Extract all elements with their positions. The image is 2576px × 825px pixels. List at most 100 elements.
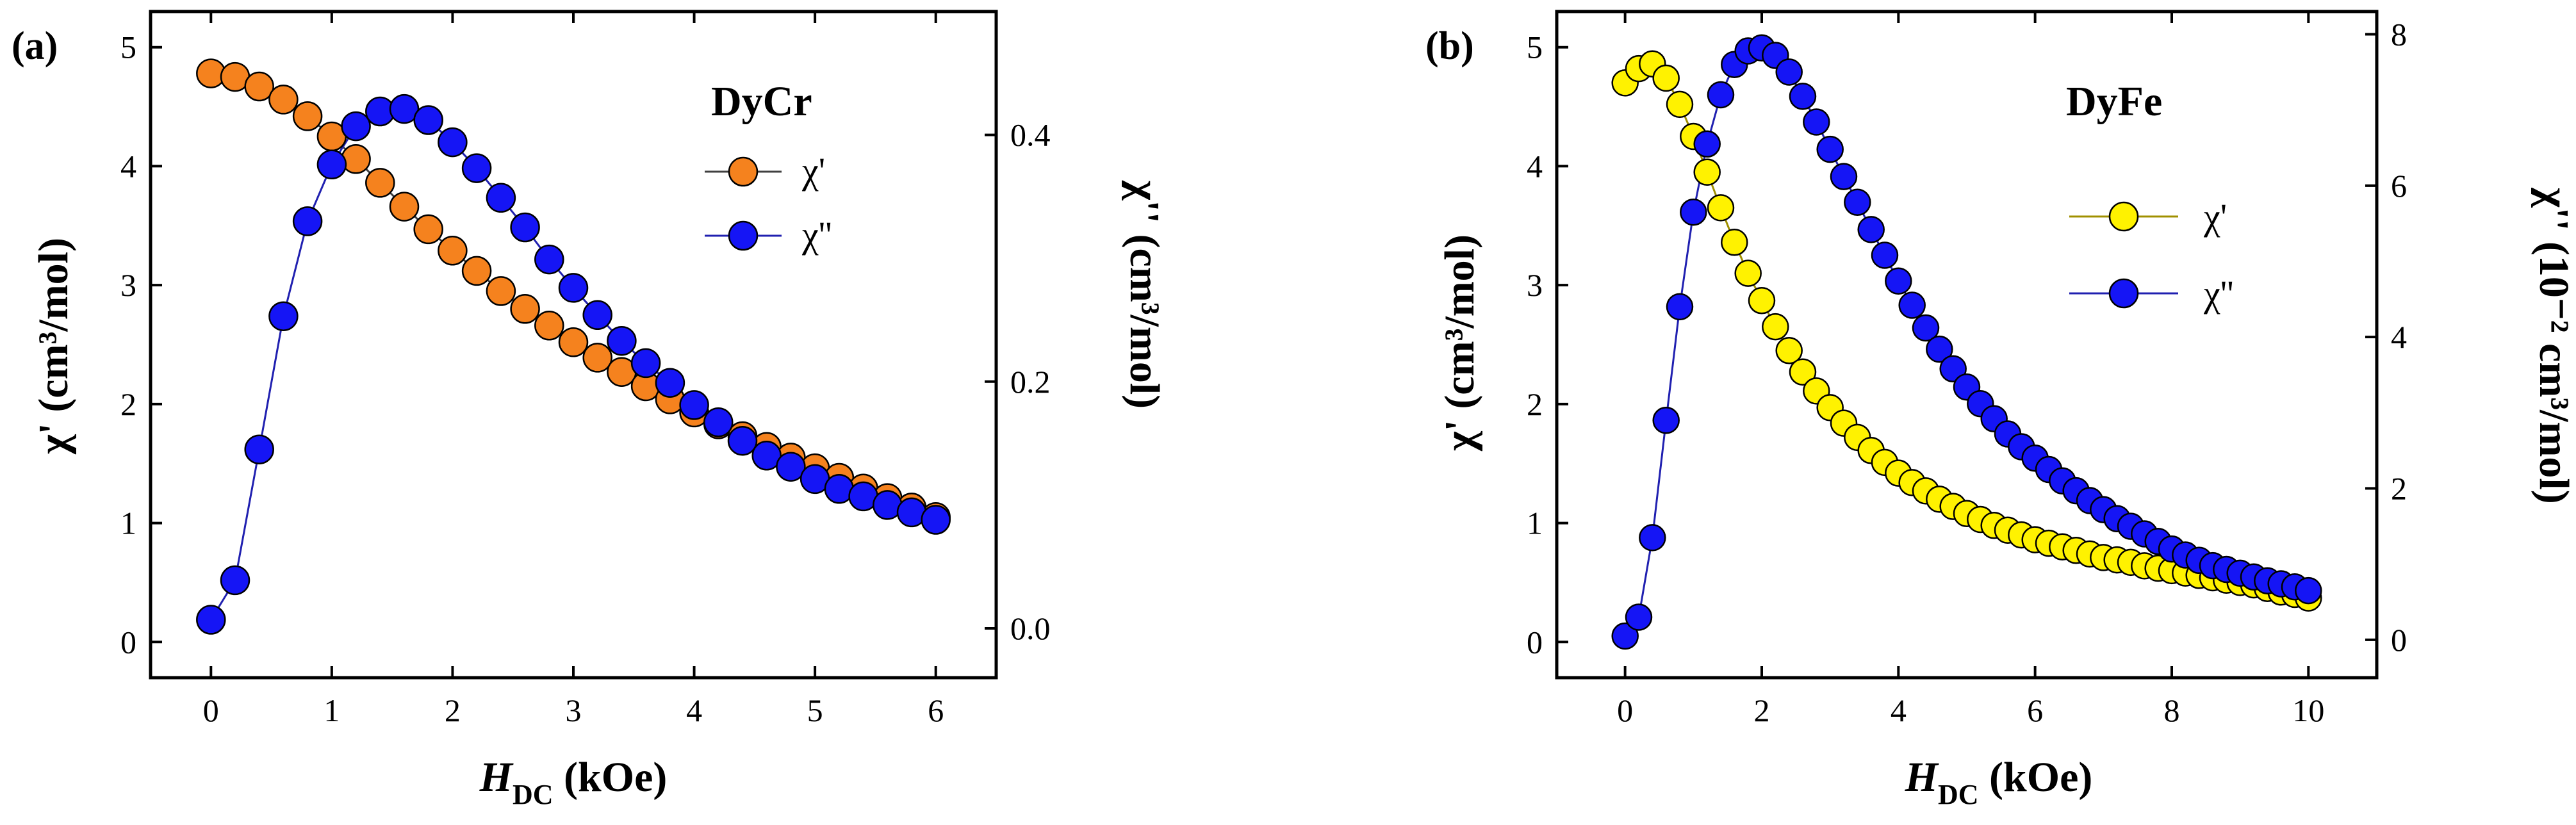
panel-b-series-2-point (1775, 58, 1803, 86)
panel-a-series-2-point (679, 390, 709, 420)
panel-b-series-1-point (1721, 229, 1748, 256)
panel-a-series-1-point (461, 256, 492, 286)
panel-a-series-2-point (534, 244, 564, 275)
panel-a-ytick-left-label: 3 (120, 267, 136, 303)
panel-a-series-1-point (486, 276, 516, 306)
panel-b-ytick-right-label: 0 (2391, 622, 2407, 658)
panel-b-ytick-left-label: 3 (1527, 267, 1543, 303)
panel-a-xtick-label: 2 (445, 692, 461, 728)
panel-b-ytick-right-label: 4 (2391, 319, 2407, 355)
panel-b-series-1-point (1707, 194, 1735, 222)
panel-a-ytick-left-label: 1 (120, 505, 136, 541)
panel-a-xlabel: HDC (kOe) (479, 754, 668, 810)
panel-a-label: (a) (12, 24, 58, 68)
panel-a-series-2-point (510, 212, 540, 243)
panel-b-series-1-point (1762, 313, 1789, 341)
panel-b-legend-chi1-marker (2108, 201, 2139, 232)
panel-a-series-2-point (389, 94, 420, 124)
panel-a-series-2-point (413, 105, 443, 135)
panel-b-ytick-left-label: 0 (1527, 624, 1543, 660)
panel-b-series-1-point (1789, 358, 1817, 386)
panel-a-series-1-point (268, 85, 299, 115)
panel-a-series-2-point (776, 452, 806, 482)
panel-a-xlabel-var: H (479, 754, 514, 801)
panel-a-series-1-point (365, 168, 395, 198)
panel-a-series-2-point (582, 300, 612, 331)
panel-a-series-1-point (558, 327, 589, 357)
panel-a-xtick-label: 1 (324, 692, 340, 728)
panel-a-ytick-left-label: 2 (120, 386, 136, 422)
panel-b-series-2-line (1624, 47, 2309, 637)
panel-b-xlabel-unit: (kOe) (1979, 754, 2093, 801)
panel-b-legend-chi2-label: χ'' (2203, 273, 2234, 314)
panel-a-xtick-label: 3 (566, 692, 582, 728)
panel-a-series-2-point (461, 153, 492, 183)
panel-b-ytick-left-label: 4 (1527, 148, 1543, 184)
panel-a-series-2-point (438, 127, 468, 158)
panel-b-xlabel-var: H (1905, 754, 1940, 801)
panel-b-series-2-point (1926, 335, 1953, 363)
panel-b-right-ylabel: χ'' (10⁻² cm³/mol) (2531, 187, 2576, 503)
panel-a-legend-chi2-label: χ'' (801, 214, 832, 256)
panel-a-xtick-label: 5 (807, 692, 823, 728)
panel-b-series-1-point (1775, 337, 1803, 364)
panel-b-xlabel: HDC (kOe) (1905, 754, 2093, 810)
panel-b-xtick-label: 0 (1617, 692, 1633, 728)
panel-b-left-ylabel: χ' (cm³/mol) (1436, 234, 1483, 452)
panel-b-legend-chi2-marker (2108, 278, 2139, 309)
panel-b: (b) χ' (cm³/mol) χ'' (10⁻² cm³/mol) HDC … (1425, 10, 2576, 810)
panel-a-ytick-left-label: 5 (120, 29, 136, 65)
panel-a-xlabel-unit: (kOe) (554, 754, 668, 801)
panel-a-series-2-point (751, 441, 782, 471)
panel-b-legend-chi1-label: χ' (2203, 196, 2227, 238)
panel-a-series-2-point (558, 273, 589, 303)
panel-a-series-2-point (630, 348, 661, 379)
panel-a-left-ylabel: χ' (cm³/mol) (30, 238, 77, 455)
panel-b-series-2-point (1939, 355, 1967, 383)
panel-b-series-1-point (1748, 287, 1776, 314)
panel-b-series-2-point (1871, 241, 1899, 269)
panel-a-series-2-point (220, 565, 250, 596)
panel-a-series-1-point (389, 192, 420, 222)
panel-b-ytick-right-label: 8 (2391, 16, 2407, 52)
panel-b-xtick-label: 2 (1754, 692, 1770, 728)
panel-a-series-2-point (486, 183, 516, 213)
panel-b-series-2-point (1639, 524, 1666, 551)
panel-b-series-2-point (1680, 198, 1707, 226)
panel-a-xlabel-sub: DC (513, 779, 554, 810)
panel-a-legend-chi1-label: χ' (801, 150, 825, 192)
panel-a-xtick-label: 0 (203, 692, 219, 728)
panel-a-xtick-label: 6 (928, 692, 944, 728)
panel-b-series-2-point (1844, 188, 1871, 216)
panel-a-xtick-label: 4 (686, 692, 702, 728)
panel-b-xlabel-sub: DC (1938, 779, 1979, 810)
panel-a-series-1-point (413, 214, 443, 245)
panel-b-series-2-point (1693, 130, 1721, 158)
panel-a-series-2-point (196, 605, 226, 635)
panel-b-series-2-point (1625, 603, 1653, 631)
panel-b-series-2-point (1707, 81, 1735, 109)
panel-a-series-2-point (268, 301, 299, 331)
panel-a-series-2-line (210, 108, 937, 621)
panel-a-series-2-point (655, 368, 685, 398)
panel-b-xtick-label: 6 (2027, 692, 2043, 728)
panel-b-ytick-right-label: 6 (2391, 168, 2407, 204)
panel-a-series-2-point (607, 325, 637, 356)
panel-b-xtick-label: 4 (1891, 692, 1907, 728)
panel-b-series-2-point (1666, 293, 1694, 321)
panel-a-series-2-point (703, 407, 734, 437)
panel-b-series-2-point (1857, 216, 1885, 243)
panel-a-series-1-point (341, 144, 371, 174)
panel-b-ytick-right-label: 2 (2391, 471, 2407, 507)
panel-b-series-1-point (1652, 64, 1680, 92)
panel-b-frame (1555, 10, 2379, 680)
panel-b-legend: χ' χ'' (2069, 196, 2234, 314)
panel-b-label: (b) (1425, 24, 1474, 68)
panel-a-legend-chi2-marker (728, 220, 759, 251)
panel-a-plot-area (196, 58, 951, 635)
panel-b-axes: 0 2 4 6 8 10 0 1 2 3 4 5 0 2 4 6 8 (1527, 12, 2407, 728)
panel-a-legend-chi1-marker (728, 156, 759, 187)
panel-a-series-1-point (534, 311, 564, 341)
panel-a-legend: χ' χ'' (705, 150, 832, 256)
